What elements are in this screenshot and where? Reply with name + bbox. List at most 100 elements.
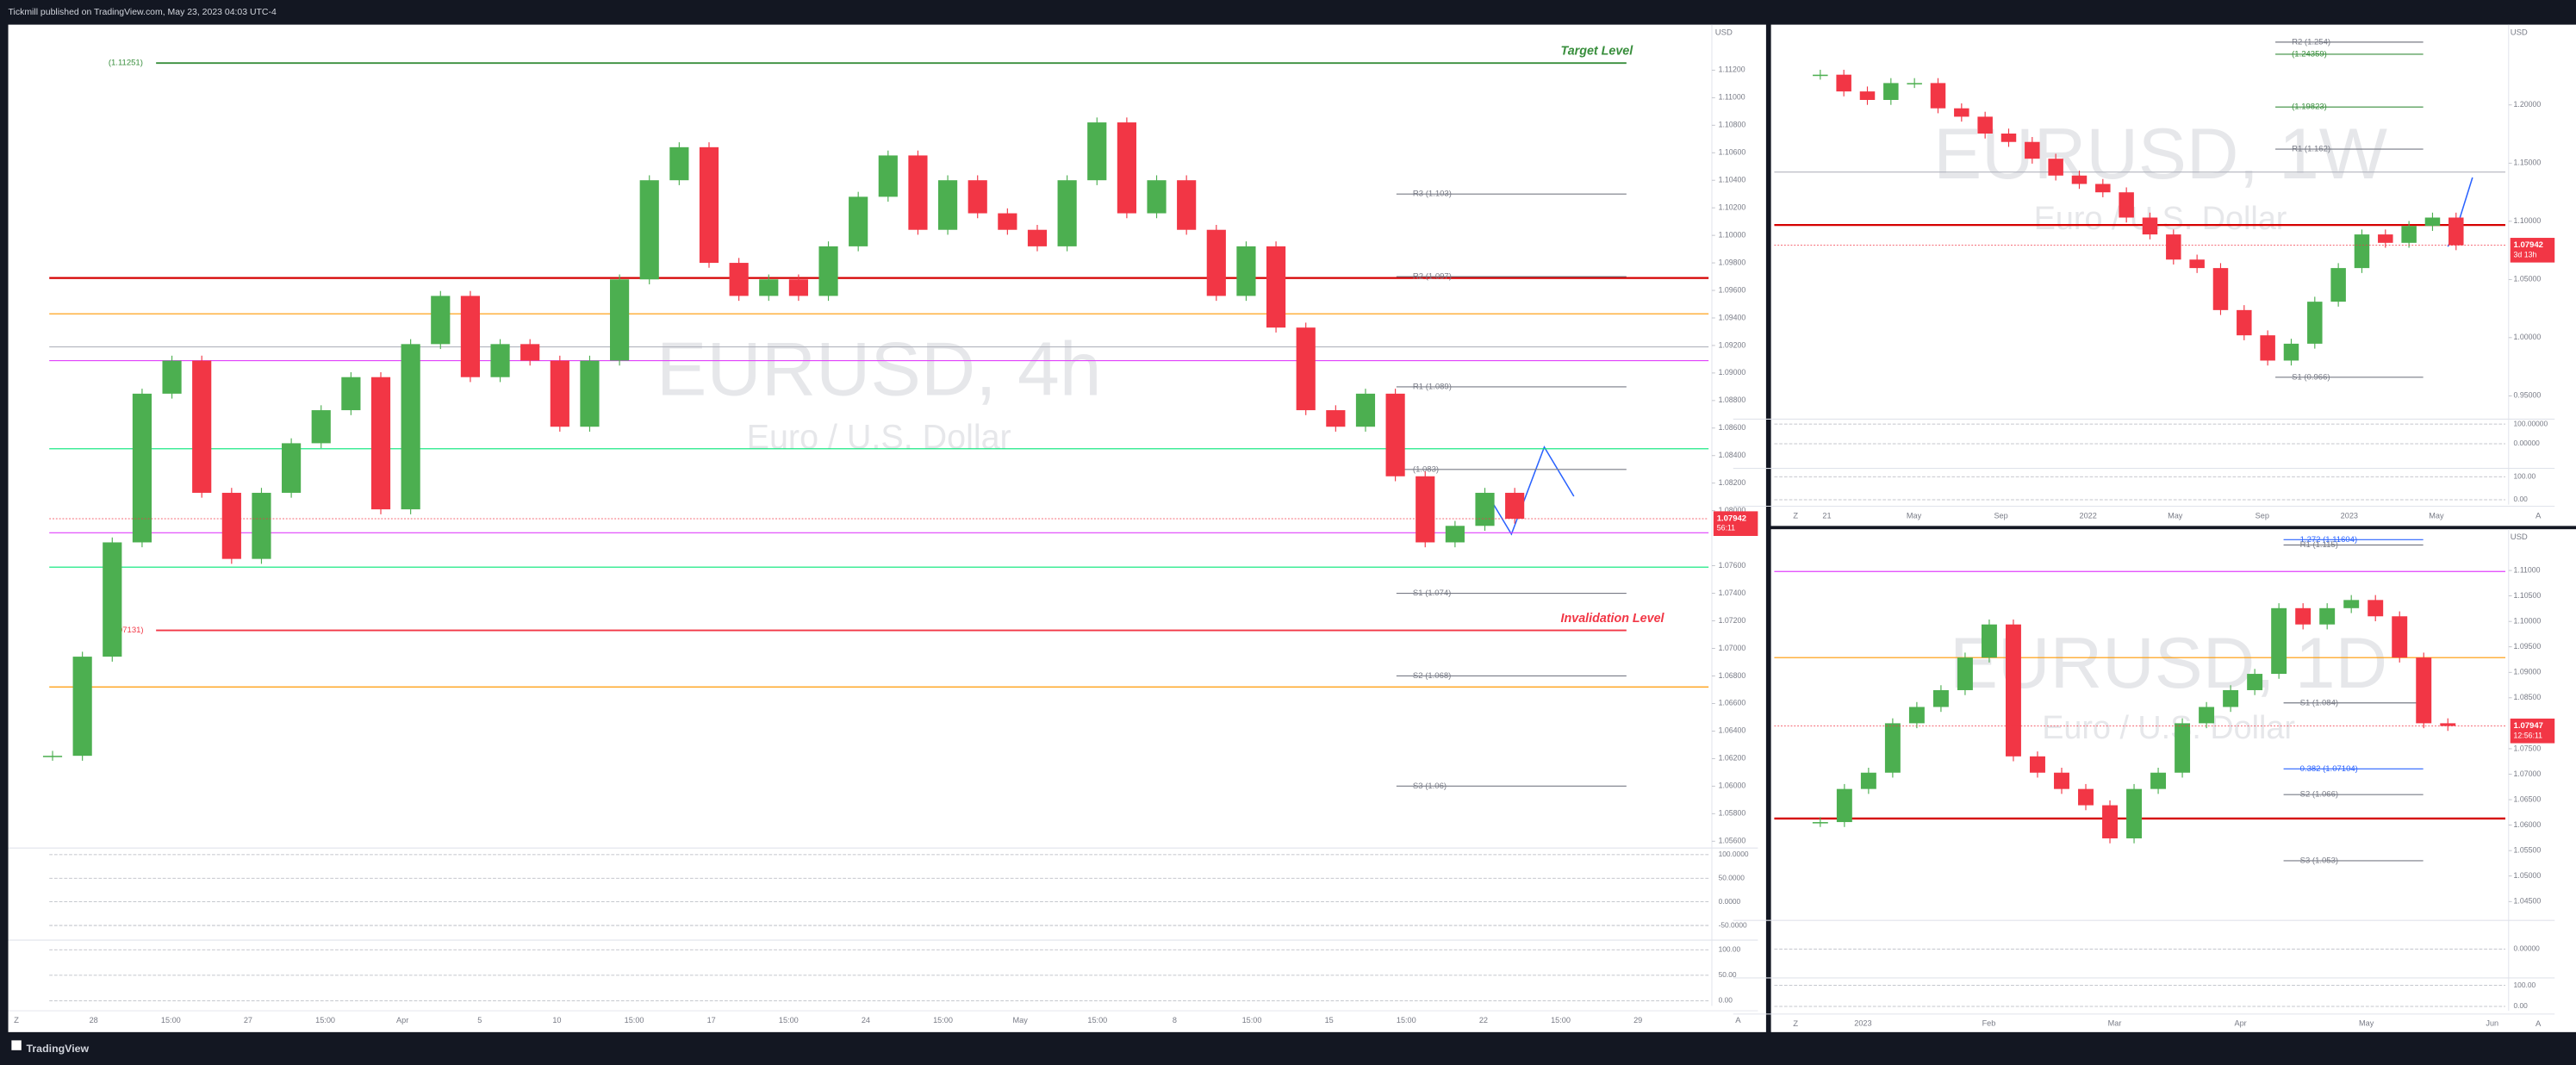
candle [2030,756,2045,773]
candle [1954,108,1969,117]
time-label: 15:00 [1087,1016,1107,1025]
time-label: 15:00 [779,1016,799,1025]
y-tick-label: 1.10800 [1719,121,1746,129]
candle [1505,492,1525,519]
time-label: 15:00 [933,1016,953,1025]
level-label: R1 (1.115) [2300,540,2338,550]
y-tick-label: 1.09800 [1719,258,1746,266]
y-tick-label: 1.06600 [1719,699,1746,707]
candle [252,492,271,559]
y-tick-label: 1.09500 [2514,642,2542,651]
y-tick-label: 1.06400 [1719,726,1746,735]
scale-button: Z [14,1016,19,1025]
countdown-label: 3d 13h [2514,250,2537,258]
y-tick-label: 1.10500 [2514,591,2542,600]
y-tick-label: 1.09200 [1719,340,1746,349]
candle [2095,184,2111,193]
level-label: R3 (1.103) [1413,190,1452,199]
candle [1812,822,1828,824]
candle [2078,788,2094,806]
candle [1908,707,1925,724]
time-label: 15 [1325,1016,1334,1025]
candle [2048,159,2063,176]
candle [2000,134,2017,142]
candle [2354,234,2370,269]
oscillator-tick-label: 0.00000 [2514,439,2541,447]
current-price-box [2510,238,2555,263]
candle [818,246,838,296]
header-text: Tickmill published on TradingView.com, M… [9,8,277,17]
current-price-box [2510,718,2555,744]
candle [1836,74,1851,92]
candle [2119,192,2134,218]
time-label: Sep [1994,511,2007,520]
y-tick-label: 1.10400 [1719,175,1746,184]
time-label: 5 [477,1016,482,1025]
y-tick-label: 1.07400 [1719,589,1746,597]
time-label: May [1013,1016,1029,1025]
candle [878,155,898,197]
candle [1236,246,1256,296]
candle [2392,616,2408,658]
candle [1296,327,1316,411]
time-label: 24 [862,1016,870,1025]
candle [1907,83,1922,84]
candle [2271,607,2287,675]
time-label: 17 [707,1016,716,1025]
candle [2126,788,2143,838]
candle [1385,393,1405,476]
candle [1859,91,1876,100]
candle [2307,302,2323,344]
candle [490,344,510,377]
time-label: 15:00 [315,1016,335,1025]
level-name: Invalidation Level [1561,612,1665,626]
current-price-label: 1.07947 [2514,721,2543,731]
candle [282,443,302,493]
candle [2368,600,2384,617]
time-label: 2023 [2341,511,2358,520]
time-label: Apr [396,1016,408,1025]
oscillator-tick-label: 100.0000 [1719,850,1749,858]
time-label: 2023 [1854,1019,1871,1028]
y-tick-label: 1.06000 [1719,782,1746,790]
y-tick-label: 1.05000 [2514,871,2542,880]
candle [2223,689,2239,707]
candle [1326,410,1346,427]
candle [103,542,122,657]
candle [42,756,63,757]
time-label: Sep [2256,511,2269,520]
level-label: R1 (1.089) [1413,382,1452,391]
level-label: S3 (1.053) [2300,856,2338,866]
candle [669,146,689,181]
oscillator-tick-label: 0.00 [2514,495,2529,503]
candle [2175,723,2191,773]
y-tick-label: 1.06200 [1719,754,1746,763]
candle [2424,217,2441,227]
y-tick-label: 1.05600 [1719,837,1746,845]
candle [132,393,152,543]
symbol-watermark: EURUSD, 1D [1950,622,2387,703]
candle [311,410,331,444]
oscillator-tick-label: 0.0000 [1719,897,1741,906]
oscillator-tick-label: 50.00 [1719,970,1737,979]
y-tick-label: 1.04500 [2514,897,2542,906]
candle [2448,217,2464,246]
y-tick-label: 1.11000 [1719,93,1745,102]
y-tick-label: 1.05500 [2514,845,2542,854]
y-tick-label: 1.10000 [2514,616,2542,625]
time-label: 2022 [2079,511,2096,520]
candle [1836,788,1852,823]
time-label: 10 [552,1016,561,1025]
y-tick-label: 1.20000 [2514,100,2542,109]
candle [370,377,391,510]
candle [192,360,212,493]
level-label: (1.07131) [109,626,144,635]
candle [2237,309,2252,336]
time-label: May [2429,511,2444,520]
candle [1883,83,1899,100]
oscillator-tick-label: 0.00 [1719,996,1733,1005]
oscillator-tick-label: 100.00000 [2514,419,2548,427]
candle [2212,268,2229,310]
candle [1147,180,1167,214]
time-label: 15:00 [1242,1016,1262,1025]
